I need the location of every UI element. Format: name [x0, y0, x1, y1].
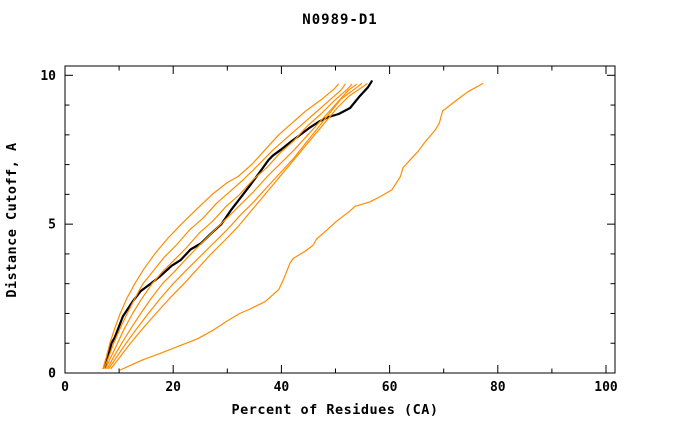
y-tick-label: 5 [48, 218, 56, 233]
x-tick-label: 0 [61, 380, 69, 395]
x-tick-label: 40 [274, 380, 290, 395]
series-line-model-3 [104, 83, 353, 370]
plot-frame [64, 65, 616, 374]
chart-title: N0989-D1 [302, 12, 377, 28]
series-line-model-4 [106, 83, 358, 370]
series-line-reference-black [103, 80, 373, 369]
axes: 0 20 40 60 80 100 0 5 10 [40, 65, 618, 395]
series-line-model-5 [108, 82, 363, 370]
x-tick-label: 80 [490, 380, 506, 395]
series-line-model-7-outlier [119, 82, 484, 371]
series-line-model-2 [103, 83, 346, 370]
series-line-model-1 [102, 83, 339, 370]
y-tick-label: 10 [40, 69, 56, 84]
curves [102, 80, 484, 371]
y-tick-label: 0 [48, 367, 56, 382]
x-tick-label: 20 [165, 380, 181, 395]
y-axis-label: Distance Cutoff, A [4, 142, 20, 297]
x-tick-label: 60 [382, 380, 398, 395]
x-axis-label: Percent of Residues (CA) [231, 402, 438, 418]
x-tick-label: 100 [594, 380, 618, 395]
series-line-model-6 [110, 82, 368, 370]
